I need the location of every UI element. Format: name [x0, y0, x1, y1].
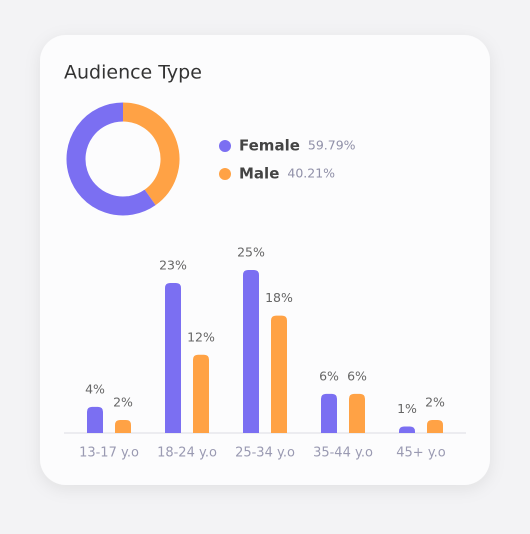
bar-value-label: 12%	[187, 329, 215, 344]
bar-value-label: 2%	[113, 394, 133, 409]
chart-title: Audience Type	[64, 62, 202, 84]
bar	[427, 419, 443, 433]
bar-value-label: 6%	[319, 368, 339, 383]
bar	[165, 283, 181, 433]
bar	[349, 393, 365, 433]
donut-segment	[122, 102, 180, 206]
bar-value-label: 6%	[347, 368, 367, 383]
bar	[271, 315, 287, 433]
bar-value-label: 18%	[265, 290, 293, 305]
bar-value-label: 2%	[425, 394, 445, 409]
legend-dot	[219, 140, 231, 152]
x-tick-label: 18-24 y.o	[157, 446, 217, 461]
bar	[115, 419, 131, 433]
x-tick-label: 35-44 y.o	[313, 446, 373, 461]
x-tick-label: 25-34 y.o	[235, 446, 295, 461]
bar-value-label: 1%	[397, 401, 417, 416]
legend-label: Female	[239, 137, 300, 155]
legend-dot	[219, 168, 231, 180]
card	[40, 35, 490, 485]
bar-value-label: 4%	[85, 381, 105, 396]
donut-segment	[66, 102, 156, 216]
bar	[193, 354, 209, 433]
x-tick-label: 13-17 y.o	[79, 446, 139, 461]
bar-value-label: 23%	[159, 258, 187, 273]
legend-label: Male	[239, 165, 279, 183]
bar-value-label: 25%	[237, 245, 265, 260]
bar	[399, 426, 415, 433]
legend-value: 59.79%	[308, 138, 356, 153]
bar	[87, 406, 103, 433]
legend-value: 40.21%	[287, 166, 335, 181]
bar	[321, 393, 337, 433]
x-tick-label: 45+ y.o	[396, 446, 446, 461]
bar	[243, 270, 259, 433]
